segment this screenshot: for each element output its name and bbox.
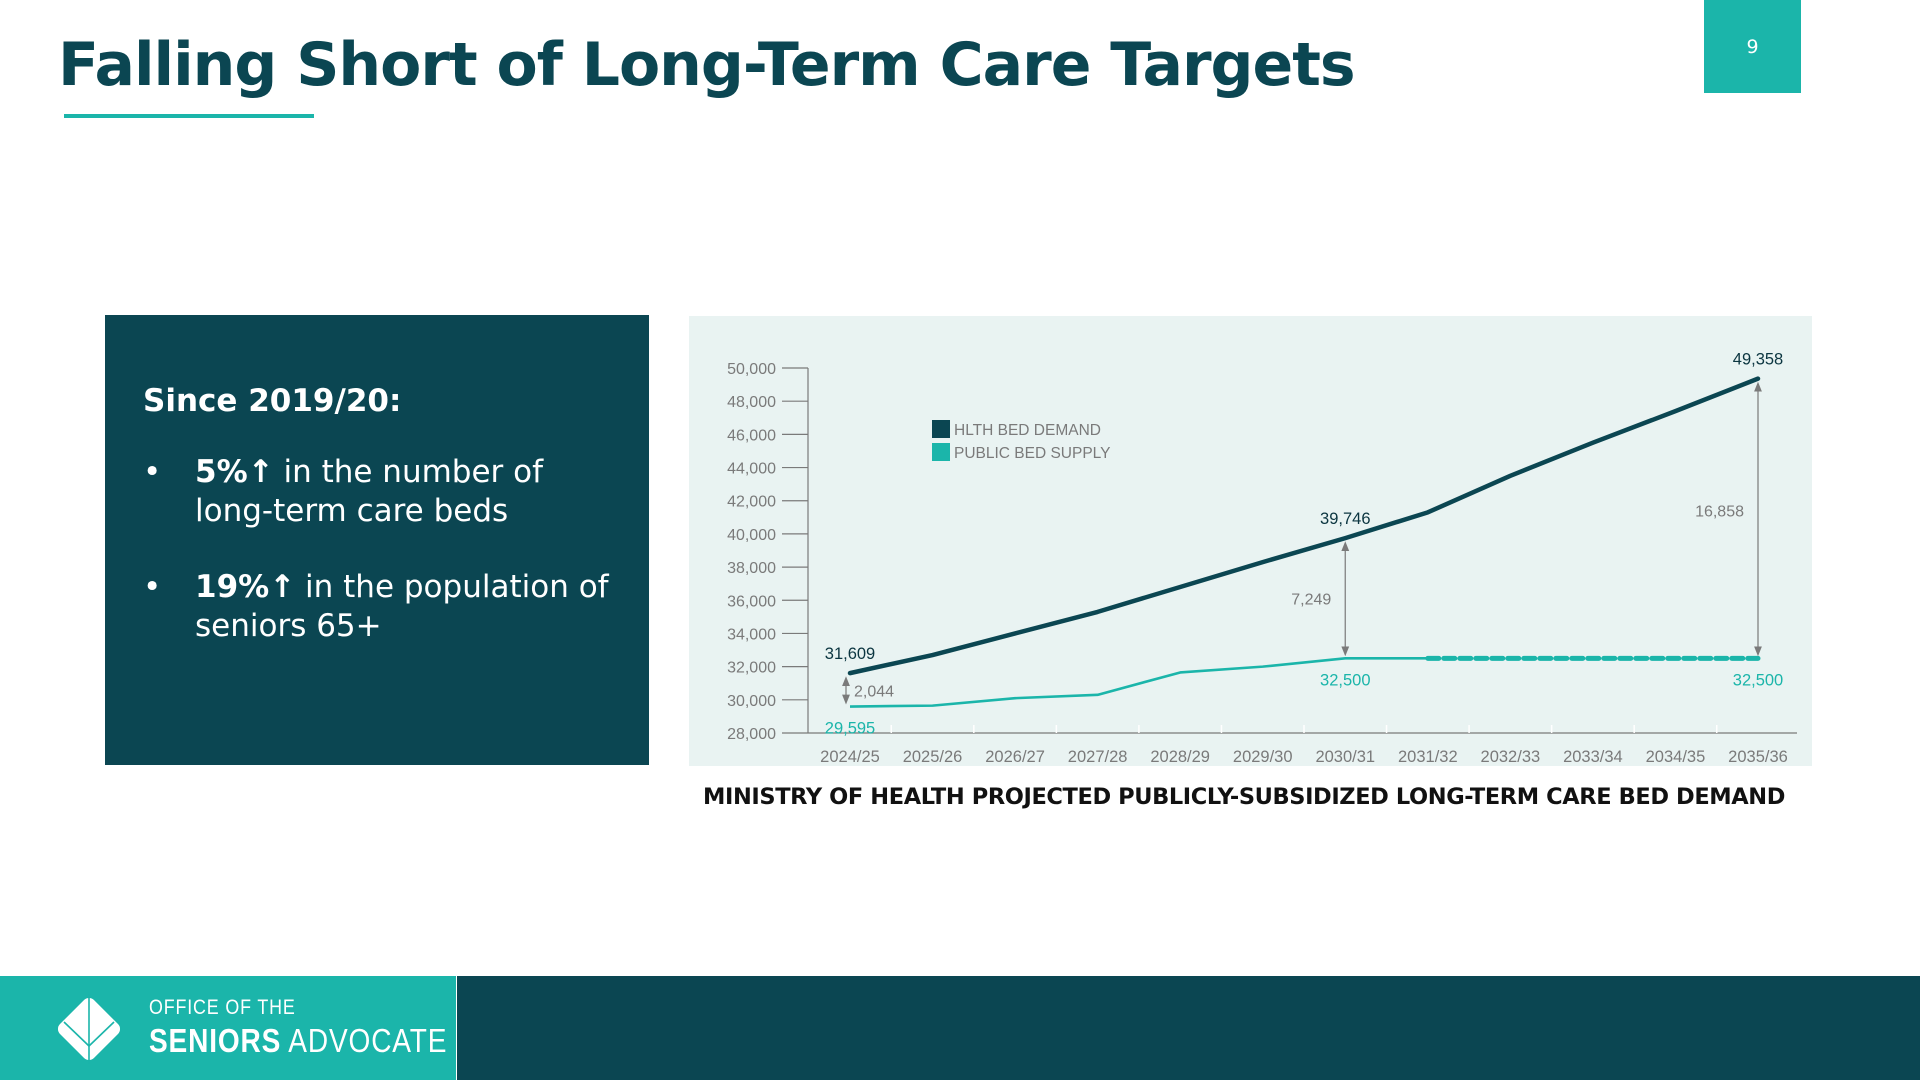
logo-text-light: ADVOCATE <box>281 1022 448 1059</box>
data-label: 32,500 <box>1320 671 1370 689</box>
logo-text-bold: SENIORS <box>149 1022 282 1059</box>
footer-logo-area: OFFICE OF THE SENIORS ADVOCATE <box>0 976 456 1080</box>
x-tick-label: 2028/29 <box>1150 748 1210 766</box>
y-tick-label: 48,000 <box>727 394 776 411</box>
page-number-badge: 9 <box>1704 0 1801 93</box>
gap-label: 2,044 <box>854 683 894 700</box>
x-tick-label: 2033/34 <box>1563 748 1623 766</box>
y-tick-label: 32,000 <box>727 660 776 677</box>
data-label: 49,358 <box>1733 351 1783 369</box>
data-label: 29,595 <box>825 720 875 738</box>
gap-label: 16,858 <box>1695 504 1744 521</box>
bullet-icon: • <box>143 569 162 605</box>
x-tick-label: 2024/25 <box>820 748 880 766</box>
x-tick-label: 2030/31 <box>1315 748 1375 766</box>
y-tick-label: 34,000 <box>727 626 776 643</box>
y-tick-label: 42,000 <box>727 494 776 511</box>
legend-label: HLTH BED DEMAND <box>954 422 1101 439</box>
legend-swatch <box>932 420 950 438</box>
x-tick-label: 2031/32 <box>1398 748 1458 766</box>
y-tick-label: 50,000 <box>727 361 776 378</box>
series-line-1 <box>849 657 1428 708</box>
y-tick-label: 36,000 <box>727 593 776 610</box>
stat-value: 5%↑ <box>195 454 274 490</box>
x-tick-label: 2027/28 <box>1068 748 1128 766</box>
y-tick-label: 44,000 <box>727 461 776 478</box>
stat-text: in the population of seniors 65+ <box>195 569 609 644</box>
chart-caption: MINISTRY OF HEALTH PROJECTED PUBLICLY-SU… <box>703 784 1785 810</box>
x-tick-label: 2034/35 <box>1646 748 1706 766</box>
stats-item: • 5%↑ in the number of long-term care be… <box>143 453 613 531</box>
page-title: Falling Short of Long-Term Care Targets <box>58 30 1356 100</box>
x-tick-label: 2029/30 <box>1233 748 1293 766</box>
x-tick-label: 2026/27 <box>985 748 1045 766</box>
gap-label: 7,249 <box>1291 592 1331 609</box>
footer-bar <box>457 976 1920 1080</box>
series-line-0 <box>847 376 1761 676</box>
y-tick-label: 28,000 <box>727 726 776 743</box>
data-label: 39,746 <box>1320 510 1370 528</box>
stats-list: • 5%↑ in the number of long-term care be… <box>143 453 613 646</box>
diamond-leaf-icon <box>57 994 121 1064</box>
y-tick-label: 38,000 <box>727 560 776 577</box>
title-underline <box>64 114 314 118</box>
line-chart: 28,000 30,000 32,000 34,000 36,000 38,000 40,0… <box>727 351 1797 766</box>
logo-text-line1: OFFICE OF THE <box>149 996 296 1019</box>
y-tick-label: 40,000 <box>727 527 776 544</box>
x-tick-label: 2035/36 <box>1728 748 1788 766</box>
x-tick-label: 2025/26 <box>903 748 963 766</box>
legend-label: PUBLIC BED SUPPLY <box>954 445 1111 462</box>
logo-text-line2: SENIORS ADVOCATE <box>149 1022 447 1060</box>
stats-heading: Since 2019/20: <box>143 383 402 419</box>
bullet-icon: • <box>143 454 162 490</box>
data-label: 32,500 <box>1733 671 1783 689</box>
y-tick-label: 30,000 <box>727 693 776 710</box>
x-tick-label: 2032/33 <box>1481 748 1541 766</box>
legend-swatch <box>932 443 950 461</box>
data-label: 31,609 <box>825 645 875 663</box>
stats-box: Since 2019/20: • 5%↑ in the number of lo… <box>105 315 649 765</box>
chart-panel: 28,000 30,000 32,000 34,000 36,000 38,000 40,0… <box>689 316 1812 766</box>
stat-text: in the number of long-term care beds <box>195 454 544 529</box>
y-tick-label: 46,000 <box>727 427 776 444</box>
stat-value: 19%↑ <box>195 569 296 605</box>
stats-item: • 19%↑ in the population of seniors 65+ <box>143 568 613 646</box>
